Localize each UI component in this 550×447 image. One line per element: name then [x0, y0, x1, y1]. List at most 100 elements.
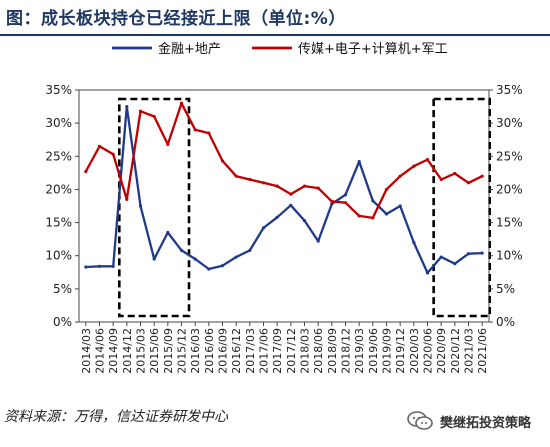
x-tick-label: 2019/03 [353, 328, 366, 374]
series-1-point [343, 193, 348, 197]
series-2-point [125, 197, 129, 201]
series-1-point [84, 265, 88, 269]
plot-border [78, 89, 490, 323]
x-tick-label: 2017/03 [244, 328, 257, 374]
x-tick-label: 2020/03 [408, 328, 421, 374]
series-2-point [207, 131, 211, 135]
y-tick-label-right: 25% [496, 149, 523, 163]
left-y-axis: 0% 5% 10% 15% 20% 25% 30% 35% [45, 83, 79, 329]
y-tick-label-right: 20% [496, 182, 523, 196]
right-y-axis: 0% 5% 10% 15% 20% 25% 30% 35% [489, 83, 523, 329]
highlight-layer [118, 97, 491, 318]
y-tick-label-left: 35% [45, 83, 72, 97]
highlight-box-2 [432, 97, 491, 318]
series-1-point [330, 202, 334, 206]
x-tick-label: 2014/12 [121, 328, 134, 374]
series-2-point [371, 216, 375, 220]
x-tick-label: 2017/12 [285, 328, 298, 374]
series-2-point [193, 128, 197, 132]
series-2-point [84, 169, 88, 174]
x-tick-label: 2021/03 [463, 328, 476, 374]
series-1-point [138, 204, 143, 208]
y-tick-label-right: 35% [496, 83, 523, 97]
x-tick-label: 2015/12 [176, 328, 189, 374]
y-tick-label-left: 25% [45, 149, 72, 163]
series-2-point [453, 171, 457, 176]
legend: 金融+地产 传媒+电子+计算机+军工 [112, 41, 448, 57]
series-1-point [261, 226, 266, 230]
x-axis: 2014/03 2014/06 2014/09 2014/12 2015/03 2015/… [80, 322, 489, 374]
series-2-point [302, 184, 307, 188]
y-tick-label-right: 5% [496, 282, 515, 296]
y-tick-label-left: 15% [45, 216, 72, 230]
series-1-point [193, 257, 197, 261]
x-tick-label: 2019/06 [367, 328, 380, 374]
watermark: 樊继拓投资策略 [406, 404, 548, 438]
series-1-point [480, 251, 484, 255]
series-1-point [152, 257, 156, 261]
series-2-point [439, 177, 443, 182]
y-tick-label-right: 0% [496, 315, 515, 329]
series-2-point [466, 181, 471, 185]
plot-frame [78, 89, 490, 323]
series-2-point [425, 158, 430, 162]
series-1-point [302, 218, 307, 223]
x-tick-label: 2015/06 [148, 328, 161, 374]
series-1-point [275, 215, 279, 219]
series-1-point [439, 255, 443, 259]
series-2-point [398, 174, 402, 178]
series-1-point [248, 248, 252, 253]
x-tick-label: 2015/03 [135, 328, 148, 374]
x-tick-label: 2016/09 [217, 328, 230, 374]
series-1-point [234, 255, 238, 259]
y-tick-label-right: 15% [496, 216, 523, 230]
series-2-point [138, 109, 143, 113]
x-tick-label: 2018/12 [340, 328, 353, 374]
x-tick-label: 2014/03 [80, 328, 93, 374]
series-1-point [412, 240, 416, 245]
series-1-point [384, 212, 389, 216]
series-1-point [207, 267, 211, 271]
line-chart: 0% 5% 10% 15% 20% 25% 30% 35% 0% 5% 10% 15% 20% 25% 3… [45, 41, 523, 374]
series-1-point [425, 271, 430, 275]
x-tick-label: 2019/12 [394, 328, 407, 374]
series-2-point [234, 174, 238, 178]
watermark-text: 樊继拓投资策略 [440, 415, 532, 431]
x-tick-label: 2019/09 [381, 328, 394, 374]
series-2-point [289, 192, 293, 196]
x-tick-label: 2018/03 [299, 328, 312, 374]
legend-label-2: 传媒+电子+计算机+军工 [298, 42, 448, 57]
source-note: 资料来源：万得，信达证券研发中心 [4, 409, 228, 425]
series-line-2 [84, 102, 483, 220]
series-2-point [166, 142, 170, 146]
series-2-point [384, 187, 389, 192]
x-tick-label: 2018/09 [326, 328, 339, 374]
series-1-point [371, 199, 375, 203]
series-1-point [125, 104, 129, 109]
x-tick-label: 2016/12 [230, 328, 243, 374]
title-divider [0, 34, 550, 36]
x-tick-label: 2014/09 [107, 328, 120, 374]
series-2-point [357, 214, 361, 218]
series-1-point [111, 264, 115, 268]
x-tick-label: 2014/06 [94, 328, 107, 374]
series-layer [84, 101, 484, 275]
series-line-1 [85, 105, 483, 275]
x-tick-label: 2015/09 [162, 328, 175, 374]
series-2-point [275, 184, 279, 188]
x-tick-label: 2016/06 [203, 328, 216, 374]
x-tick-label: 2021/06 [476, 328, 489, 374]
y-tick-label-left: 30% [45, 116, 72, 130]
x-tick-label: 2018/06 [312, 328, 325, 374]
x-tick-label: 2017/06 [258, 328, 271, 374]
series-1-point [398, 204, 402, 208]
page-title: 图：成长板块持仓已经接近上限（单位:%） [6, 9, 346, 29]
series-1-point [466, 252, 471, 256]
x-tick-label: 2020/12 [449, 328, 462, 374]
x-tick-label: 2016/03 [189, 328, 202, 374]
series-1-point [357, 159, 361, 164]
series-1-point [220, 264, 225, 268]
series-1-point [289, 203, 293, 207]
y-tick-label-left: 0% [53, 315, 72, 329]
series-1-point [166, 230, 170, 235]
